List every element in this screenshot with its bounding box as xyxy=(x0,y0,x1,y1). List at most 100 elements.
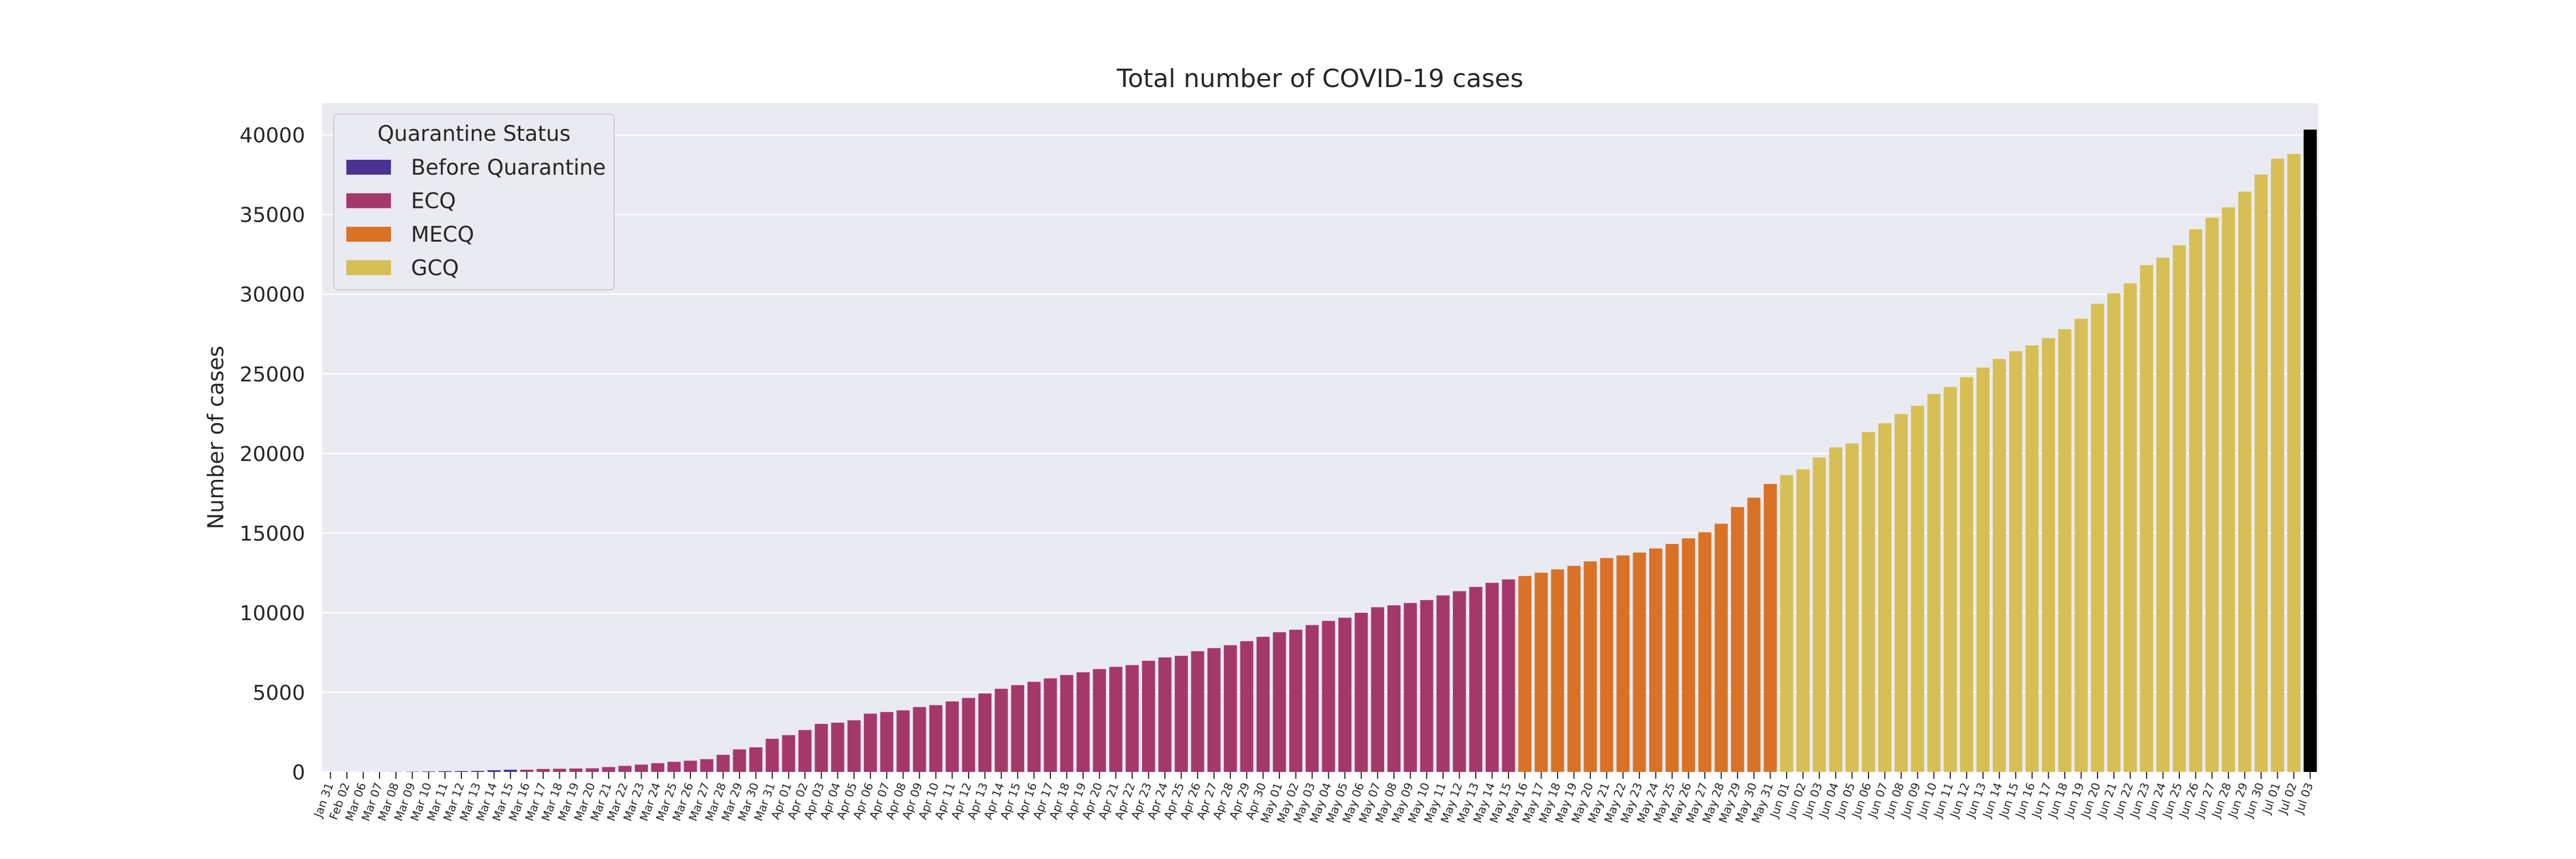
bar xyxy=(569,768,583,772)
bar xyxy=(1453,591,1466,772)
bar xyxy=(602,767,615,772)
bar xyxy=(1027,681,1041,772)
bar xyxy=(1387,605,1401,772)
y-tick-label: 35000 xyxy=(239,204,305,227)
bar xyxy=(2222,207,2235,773)
bar xyxy=(1060,675,1073,772)
legend-box xyxy=(333,113,615,290)
bar xyxy=(1371,607,1384,772)
bar xyxy=(1044,678,1057,772)
bar xyxy=(1665,543,1679,772)
bar xyxy=(1567,566,1581,772)
bar xyxy=(1534,573,1548,772)
bar xyxy=(1011,685,1025,772)
bar xyxy=(782,735,796,772)
bar xyxy=(700,759,714,772)
bar xyxy=(1207,648,1221,772)
bar xyxy=(929,705,943,772)
legend-entries: Before Quarantine ECQ MECQ GCQ xyxy=(346,155,606,281)
bar xyxy=(1273,632,1286,772)
bar xyxy=(1812,457,1826,772)
bar xyxy=(1257,636,1270,772)
bar xyxy=(2123,283,2137,773)
bar xyxy=(1796,469,1810,772)
bar xyxy=(487,770,501,772)
bar xyxy=(520,770,534,772)
bar xyxy=(1141,660,1155,772)
bar xyxy=(945,701,959,772)
bar xyxy=(405,771,419,772)
bar xyxy=(1911,405,1925,772)
y-tick-label: 0 xyxy=(292,761,305,785)
bar xyxy=(1093,669,1107,772)
bar xyxy=(438,771,452,772)
legend-label: GCQ xyxy=(411,256,459,281)
bar xyxy=(2025,345,2039,772)
bar xyxy=(1175,656,1188,772)
bar xyxy=(1404,602,1417,772)
bar xyxy=(2140,265,2154,772)
bar xyxy=(1698,532,1712,772)
bar xyxy=(1927,394,1941,772)
bar xyxy=(553,769,566,772)
bar xyxy=(1551,569,1564,772)
bar xyxy=(2238,191,2251,772)
bar xyxy=(896,710,910,772)
bar xyxy=(2172,245,2186,773)
bars xyxy=(323,129,2317,773)
bar xyxy=(1469,586,1483,772)
y-axis-ticks: 0 5000 10000 15000 20000 25000 30000 35000 40000 xyxy=(239,124,305,785)
legend-label: Before Quarantine xyxy=(411,155,606,180)
bar xyxy=(1730,507,1744,772)
bar xyxy=(1076,672,1090,772)
bar xyxy=(1829,447,1843,772)
bar xyxy=(962,698,975,772)
bar xyxy=(912,707,926,772)
bar xyxy=(864,714,877,772)
bar xyxy=(471,771,484,772)
legend-swatch xyxy=(346,260,391,275)
bar xyxy=(1780,475,1793,772)
bar xyxy=(880,712,894,772)
y-tick-label: 20000 xyxy=(239,443,305,466)
y-tick-label: 30000 xyxy=(239,283,305,307)
bar xyxy=(1191,651,1204,772)
bar xyxy=(1600,558,1614,772)
bar xyxy=(1943,387,1957,772)
bar xyxy=(2009,351,2022,772)
bar xyxy=(455,771,468,772)
bar xyxy=(1960,377,1973,772)
bar xyxy=(1289,629,1303,772)
bar xyxy=(1616,555,1630,772)
y-axis-label: Number of cases xyxy=(203,346,228,530)
bar xyxy=(1878,423,1892,772)
bar xyxy=(2254,174,2268,772)
bar xyxy=(815,724,828,772)
bar xyxy=(683,761,697,772)
bar xyxy=(831,722,844,772)
bar xyxy=(847,720,861,772)
bar xyxy=(1583,561,1597,772)
legend-label: MECQ xyxy=(411,222,474,247)
bar xyxy=(1125,665,1139,772)
bar xyxy=(716,755,730,772)
legend-swatch xyxy=(346,193,391,208)
bar xyxy=(2075,318,2088,772)
y-tick-label: 25000 xyxy=(239,363,305,387)
bar xyxy=(1158,657,1172,772)
bar xyxy=(651,763,665,772)
bar xyxy=(1338,617,1352,772)
bar xyxy=(1502,579,1515,772)
bar xyxy=(749,747,762,772)
bar xyxy=(1322,621,1336,772)
bar xyxy=(1747,498,1761,772)
bar xyxy=(504,770,517,772)
legend-title: Quarantine Status xyxy=(377,121,570,146)
bar xyxy=(2041,338,2055,772)
bar xyxy=(2091,304,2104,772)
bar xyxy=(1485,582,1499,772)
legend-swatch xyxy=(346,160,391,175)
bar xyxy=(1518,576,1532,772)
